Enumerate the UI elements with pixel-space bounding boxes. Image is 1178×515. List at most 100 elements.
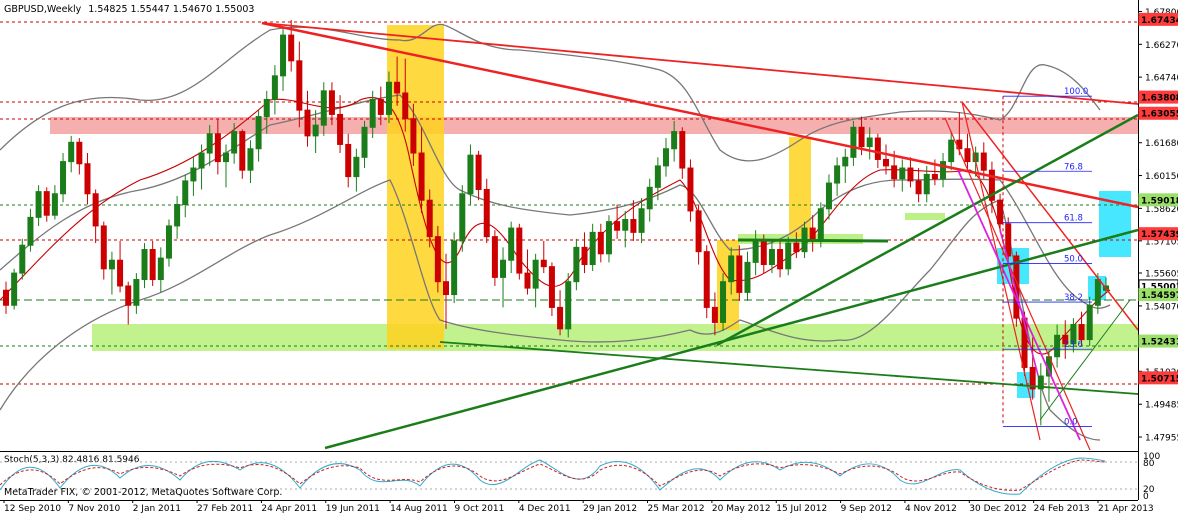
x-tick-label: 15 Jul 2012 [776, 504, 827, 514]
x-tick-label: 7 Nov 2010 [68, 504, 120, 514]
candle-bull [108, 259, 115, 270]
candle-bull [353, 156, 360, 178]
candle-bull [589, 231, 596, 266]
candle-bull [385, 81, 392, 115]
candle-bull [638, 208, 645, 233]
candle-bull [51, 193, 58, 216]
y-tick-label: 1.66270 [1145, 41, 1178, 51]
candle-bull [467, 154, 474, 195]
candle-bull [654, 165, 661, 188]
candle-bear [548, 266, 555, 308]
price-tag-box [1138, 334, 1178, 348]
candle-bear [1029, 366, 1036, 390]
candle-bear [377, 98, 384, 115]
price-tag-box [1138, 193, 1178, 207]
candle-bull [605, 221, 612, 255]
candle-bull [320, 90, 327, 126]
price-tag-text: 1.57439 [1141, 230, 1178, 240]
price-tag-box [1138, 12, 1178, 26]
stoch-tick-0: 0 [1143, 492, 1149, 502]
fib-level-label: 0.0 [1064, 417, 1078, 427]
candle-bull [133, 279, 140, 306]
trend-line-green-up [716, 113, 1139, 347]
candle-bear [43, 191, 50, 216]
price-tag-text: 1.59018 [1141, 196, 1178, 206]
chart-header: GBPUSD,Weekly 1.54825 1.55447 1.54670 1.… [4, 4, 254, 15]
candle-bear [296, 60, 303, 111]
candle-bull [940, 161, 947, 180]
candle-bull [451, 240, 458, 296]
candle-bear [516, 227, 523, 274]
candle-bull [27, 216, 34, 246]
candle-bull [60, 161, 67, 195]
candle-bull [1037, 375, 1044, 390]
candle-bull [817, 208, 824, 242]
trend-line-green-short [737, 238, 889, 243]
x-tick-label: 4 Dec 2011 [519, 504, 571, 514]
x-tick-label: 27 Feb 2011 [197, 504, 253, 514]
candle-bear [117, 259, 124, 287]
candle-bull [671, 131, 678, 150]
y-tick-label: 1.49485 [1145, 401, 1178, 411]
candle-bear [426, 199, 433, 238]
candle-bull [1094, 279, 1101, 306]
candle-bull [720, 281, 727, 323]
stoch-tick-100: 100 [1143, 452, 1160, 462]
candle-bull [198, 152, 205, 169]
candle-bull [206, 133, 213, 154]
candle-bull [231, 131, 238, 154]
candle-bear [125, 285, 132, 306]
candle-bull [174, 203, 181, 227]
candle-bear [581, 246, 588, 266]
candle-bull [923, 173, 930, 195]
price-tag-box [1138, 90, 1178, 104]
candle-bull [752, 240, 759, 263]
stoch-tick-20: 20 [1143, 485, 1155, 495]
candle-bear [1005, 223, 1012, 257]
trend-line-magenta-2 [999, 229, 1039, 376]
price-tag-box [1138, 288, 1178, 302]
candle-bull [190, 167, 197, 182]
candle-bear [687, 167, 694, 212]
trend-line-red-falling [961, 101, 1139, 331]
candle-bull [165, 225, 172, 259]
price-tag-text: 1.63808 [1141, 94, 1178, 104]
price-tag-text: 1.52431 [1141, 338, 1178, 348]
candle-bull [1070, 324, 1077, 345]
candle-bear [997, 199, 1004, 225]
candle-bull [663, 148, 669, 167]
candle-bear [964, 148, 971, 163]
candle-bear [524, 272, 531, 289]
candles-group [3, 20, 1109, 426]
candle-bull [834, 165, 841, 184]
y-tick-label: 1.64740 [1145, 74, 1178, 84]
x-tick-label: 9 Oct 2011 [454, 504, 504, 514]
symbol-label: GBPUSD,Weekly [4, 4, 82, 15]
candle-bull [866, 137, 873, 148]
candle-bear [76, 141, 83, 165]
candle-bull [157, 257, 164, 281]
price-tag-box [1138, 227, 1178, 241]
candle-bear [345, 143, 352, 178]
candle-bull [500, 259, 507, 278]
candle-bear [931, 173, 938, 180]
y-tick-label: 1.47955 [1145, 434, 1178, 444]
candle-bull [565, 281, 572, 330]
candle-bull [728, 255, 735, 283]
y-tick-label: 1.57105 [1145, 237, 1178, 247]
candle-bear [149, 249, 156, 281]
x-tick-label: 12 Sep 2010 [4, 504, 61, 514]
candle-bear [915, 180, 922, 195]
candle-bull [11, 272, 18, 306]
background-highlights [50, 25, 1138, 398]
candle-bull [899, 167, 906, 180]
candle-bear [597, 231, 604, 255]
y-tick-label: 1.61680 [1145, 139, 1178, 149]
candle-bull [141, 249, 148, 281]
candle-bear [907, 167, 914, 182]
candle-bear [760, 240, 767, 266]
x-tick-label: 9 Sep 2012 [841, 504, 892, 514]
x-tick-label: 14 Aug 2011 [390, 504, 448, 514]
candle-bull [622, 218, 629, 231]
candle-bull [361, 126, 368, 158]
